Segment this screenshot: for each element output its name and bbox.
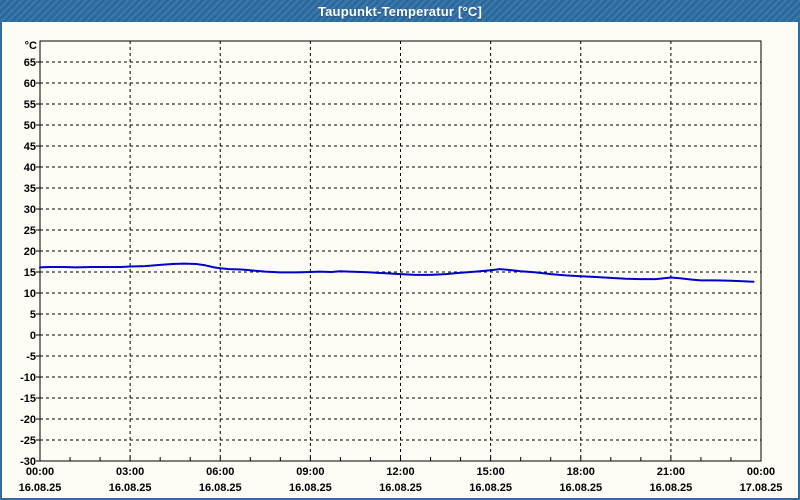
y-tick-label: -15 [20, 393, 36, 405]
window-titlebar: Taupunkt-Temperatur [°C] [0, 0, 800, 22]
y-tick-label: 30 [24, 204, 36, 216]
x-date-label: 16.08.25 [19, 482, 62, 494]
y-tick-label: 60 [24, 78, 36, 90]
x-date-label: 16.08.25 [559, 482, 602, 494]
x-time-label: 06:00 [206, 466, 234, 478]
x-date-label: 17.08.25 [740, 482, 783, 494]
x-time-label: 00:00 [747, 466, 775, 478]
x-time-label: 09:00 [296, 466, 324, 478]
y-tick-label: -5 [26, 351, 36, 363]
x-time-label: 15:00 [477, 466, 505, 478]
x-date-label: 16.08.25 [649, 482, 692, 494]
y-tick-label: 65 [24, 57, 36, 69]
x-date-label: 16.08.25 [469, 482, 512, 494]
x-date-label: 16.08.25 [289, 482, 332, 494]
y-tick-label: 45 [24, 141, 36, 153]
y-tick-label: 10 [24, 288, 36, 300]
x-date-label: 16.08.25 [379, 482, 422, 494]
x-time-label: 18:00 [567, 466, 595, 478]
y-tick-label: 50 [24, 120, 36, 132]
y-unit-label: °C [25, 40, 37, 52]
window-title: Taupunkt-Temperatur [°C] [317, 3, 483, 19]
series-line [39, 262, 755, 283]
y-tick-label: 20 [24, 246, 36, 258]
y-tick-label: 0 [30, 330, 36, 342]
x-time-label: 21:00 [657, 466, 685, 478]
y-tick-label: 55 [24, 99, 36, 111]
y-tick-label: 25 [24, 225, 36, 237]
y-tick-label: -20 [20, 414, 36, 426]
y-tick-label: -25 [20, 435, 36, 447]
y-tick-label: 35 [24, 183, 36, 195]
y-tick-label: 15 [24, 267, 36, 279]
y-tick-label: 5 [30, 309, 36, 321]
y-tick-label: -10 [20, 372, 36, 384]
y-tick-label: 40 [24, 162, 36, 174]
x-date-label: 16.08.25 [109, 482, 152, 494]
x-time-label: 00:00 [26, 466, 54, 478]
x-time-label: 03:00 [116, 466, 144, 478]
plot-border [39, 40, 762, 462]
x-time-label: 12:00 [386, 466, 414, 478]
x-date-label: 16.08.25 [199, 482, 242, 494]
y-tick-label: -30 [20, 456, 36, 468]
